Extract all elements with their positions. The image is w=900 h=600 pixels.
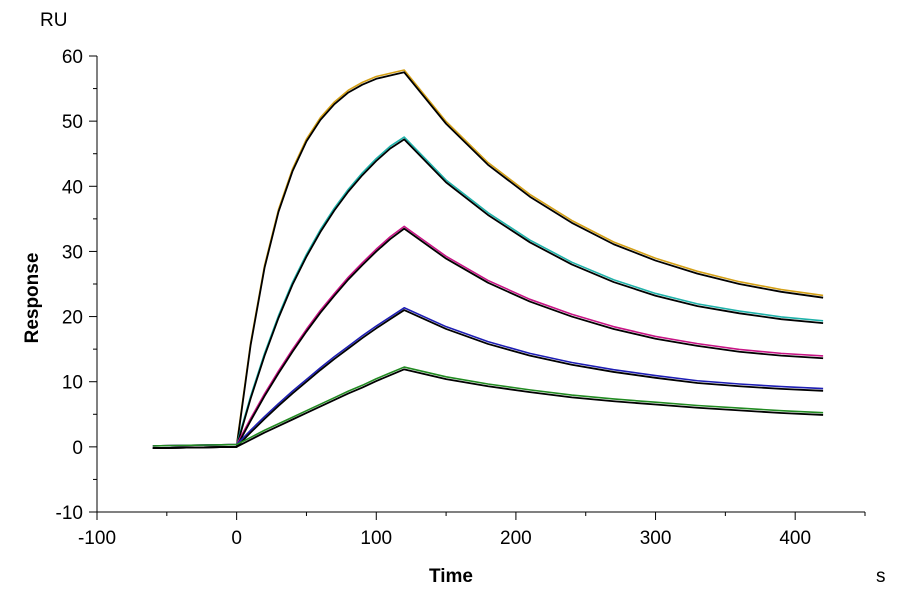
y-axis-title: Response — [22, 253, 43, 344]
series-1 — [152, 69, 824, 450]
fit-curve — [152, 138, 824, 450]
x-tick-label: 100 — [360, 528, 392, 549]
y-tick-label: 60 — [62, 47, 83, 68]
y-tick-label: 10 — [62, 373, 83, 394]
y-tick-label: 20 — [62, 308, 83, 329]
data-curve — [152, 225, 824, 447]
fit-curve — [152, 368, 824, 450]
series-3 — [152, 225, 824, 450]
series-5 — [152, 366, 824, 450]
x-tick-label: 300 — [640, 528, 672, 549]
tick-marks — [89, 55, 866, 520]
x-tick-label: 0 — [231, 528, 242, 549]
y-unit-label: RU — [40, 10, 67, 31]
y-tick-label: 30 — [62, 242, 83, 263]
y-tick-label: 50 — [62, 112, 83, 133]
fit-curve — [152, 227, 824, 450]
y-tick-label: 40 — [62, 177, 83, 198]
x-unit-label: s — [876, 566, 886, 587]
fit-curve — [152, 71, 824, 450]
y-tick-label: -10 — [56, 503, 83, 524]
data-curve — [152, 306, 824, 447]
y-tick-label: 0 — [72, 438, 83, 459]
data-curve — [152, 136, 824, 447]
x-tick-label: -100 — [78, 528, 116, 549]
x-tick-label: 200 — [500, 528, 532, 549]
data-curve — [152, 366, 824, 447]
series-4 — [152, 306, 824, 450]
series-layer — [152, 69, 824, 450]
x-axis-title: Time — [429, 566, 473, 587]
x-tick-label: 400 — [779, 528, 811, 549]
fit-curve — [152, 309, 824, 450]
series-2 — [152, 136, 824, 450]
